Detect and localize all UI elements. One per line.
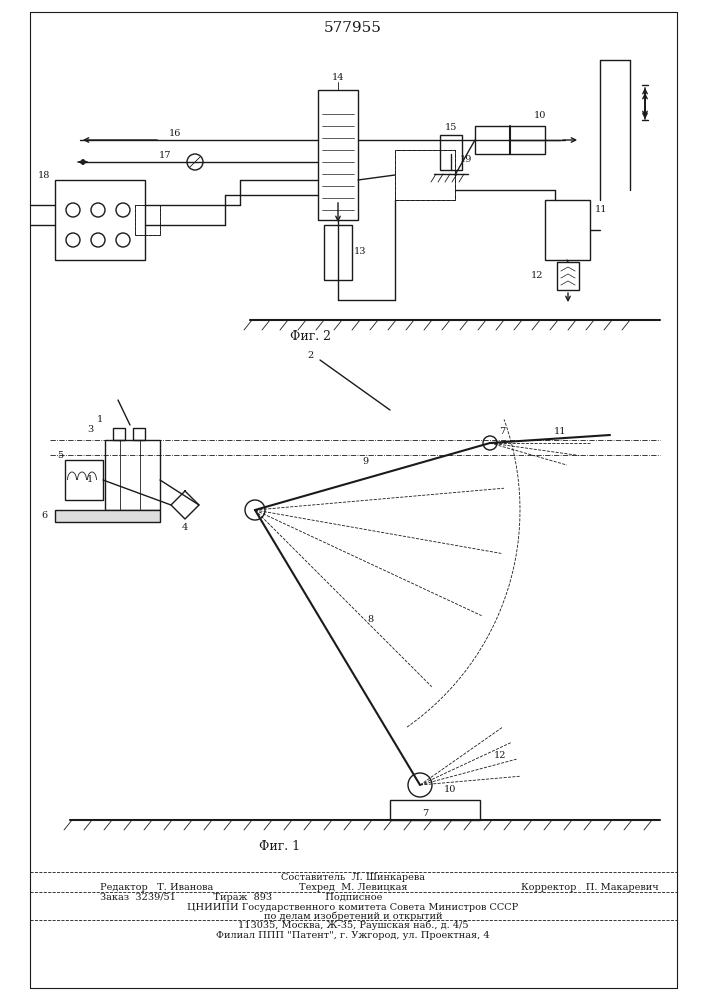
- Text: 17: 17: [159, 150, 171, 159]
- Bar: [557, 262, 579, 290]
- Text: Составитель  Л. Шинкарева: Составитель Л. Шинкарева: [281, 872, 425, 882]
- Bar: [475, 126, 545, 154]
- Text: 18: 18: [37, 170, 50, 180]
- Text: 4: 4: [182, 522, 188, 532]
- Text: 12: 12: [493, 750, 506, 760]
- Bar: [390, 800, 480, 820]
- Text: 7: 7: [422, 808, 428, 818]
- Text: 5: 5: [57, 450, 63, 460]
- Text: 8: 8: [367, 615, 373, 624]
- Bar: [545, 200, 590, 260]
- Text: 113035, Москва, Ж-35, Раушская наб., д. 4/5: 113035, Москва, Ж-35, Раушская наб., д. …: [238, 920, 468, 930]
- Text: Заказ  3239/51            Тираж  893                 Подписное: Заказ 3239/51 Тираж 893 Подписное: [100, 892, 382, 902]
- Text: 9: 9: [362, 458, 368, 466]
- Bar: [318, 90, 358, 220]
- Bar: [55, 510, 160, 522]
- Text: 1: 1: [97, 416, 103, 424]
- Text: 15: 15: [445, 122, 457, 131]
- Text: 11: 11: [554, 428, 566, 436]
- Text: 11: 11: [595, 206, 607, 215]
- Text: 13: 13: [354, 247, 366, 256]
- Text: 6: 6: [42, 512, 48, 520]
- Bar: [440, 135, 462, 170]
- Text: 10: 10: [444, 786, 456, 794]
- Text: ЦНИИПИ Государственного комитета Совета Министров СССР: ЦНИИПИ Государственного комитета Совета …: [187, 902, 519, 912]
- Text: Филиал ППП "Патент", г. Ужгород, ул. Проектная, 4: Филиал ППП "Патент", г. Ужгород, ул. Про…: [216, 932, 490, 940]
- Text: Φиг. 1: Φиг. 1: [259, 840, 300, 854]
- Bar: [133, 428, 145, 440]
- Text: 577955: 577955: [324, 21, 382, 35]
- Bar: [113, 428, 125, 440]
- Bar: [55, 180, 145, 260]
- Text: Корректор   П. Макаревич: Корректор П. Макаревич: [521, 882, 659, 892]
- Bar: [135, 205, 160, 235]
- Bar: [135, 205, 160, 235]
- Bar: [105, 440, 160, 510]
- Text: 16: 16: [169, 128, 181, 137]
- Bar: [395, 150, 455, 200]
- Text: 2: 2: [307, 351, 313, 360]
- Text: Редактор   Т. Иванова: Редактор Т. Иванова: [100, 882, 214, 892]
- Text: 19: 19: [460, 155, 472, 164]
- Text: 14: 14: [332, 74, 344, 83]
- Bar: [324, 225, 352, 280]
- Bar: [395, 150, 455, 200]
- Text: Φиг. 2: Φиг. 2: [289, 330, 330, 344]
- Text: по делам изобретений и открытий: по делам изобретений и открытий: [264, 911, 443, 921]
- Text: 3: 3: [87, 426, 93, 434]
- Text: Техред  М. Левицкая: Техред М. Левицкая: [299, 882, 407, 892]
- Text: 10: 10: [534, 111, 547, 120]
- Bar: [65, 460, 103, 500]
- Text: 12: 12: [531, 271, 543, 280]
- Text: 7: 7: [499, 426, 505, 436]
- Text: 1: 1: [87, 476, 93, 485]
